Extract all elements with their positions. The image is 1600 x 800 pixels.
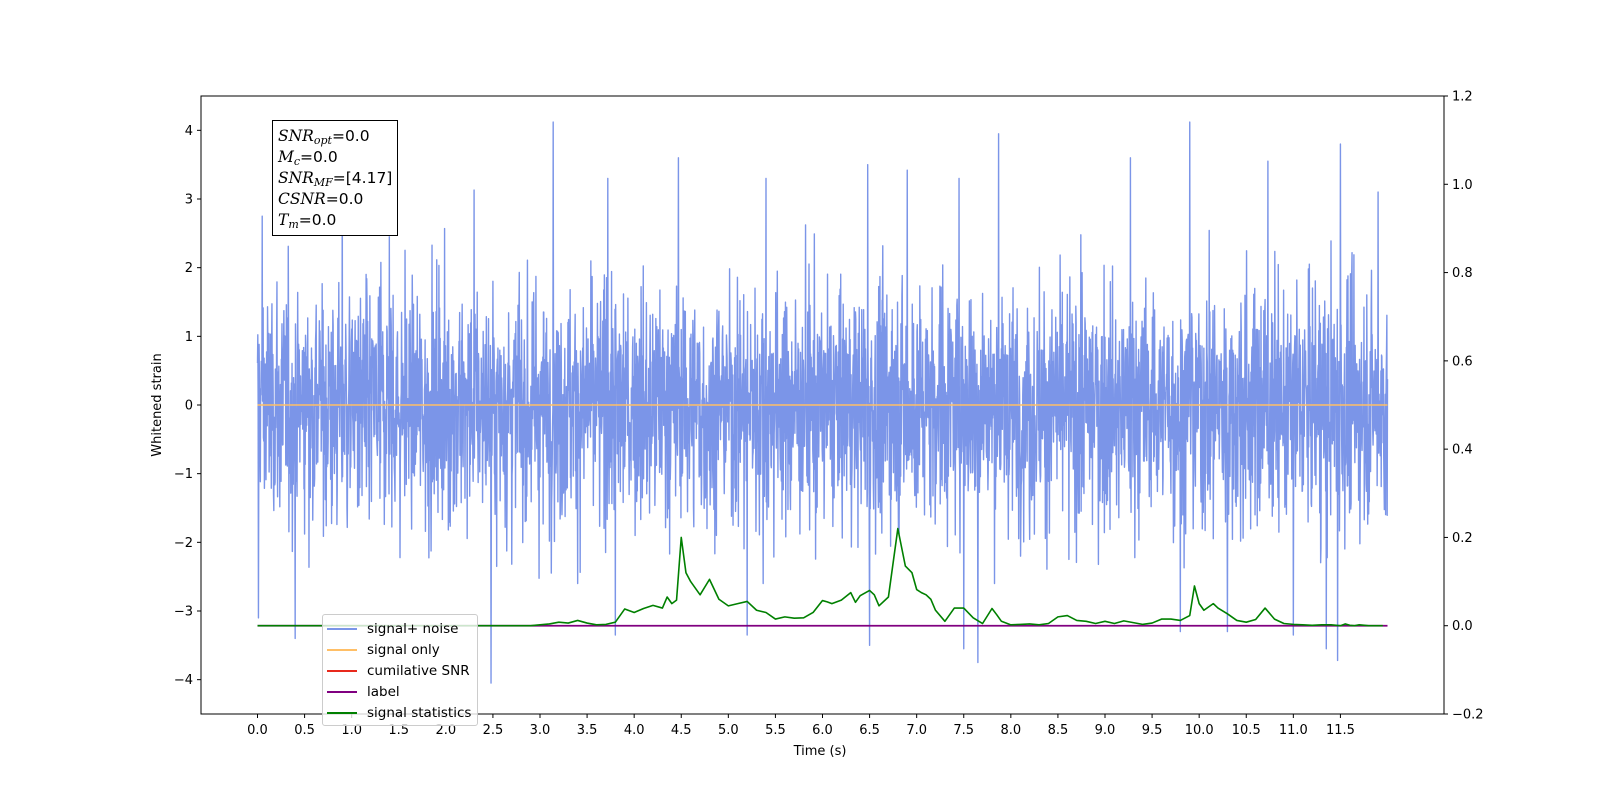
legend-entry: signal statistics	[323, 702, 477, 723]
series-signal-noise-line	[256, 121, 1389, 684]
y2-tick-label: 0.8	[1452, 266, 1473, 281]
legend-label: signal+ noise	[367, 620, 459, 637]
y-tick-label: −4	[174, 673, 193, 688]
y2-tick-label: −0.2	[1452, 708, 1484, 723]
y-tick-label: 0	[185, 399, 193, 414]
x-tick-label: 4.5	[671, 723, 692, 738]
legend-entry: label	[323, 681, 477, 702]
x-tick-label: 8.0	[1000, 723, 1021, 738]
x-tick-label: 3.0	[530, 723, 551, 738]
y2-tick-label: 1.0	[1452, 178, 1473, 193]
stats-line: Tm=0.0	[278, 210, 392, 231]
stats-subscript: m	[288, 218, 299, 231]
x-tick-label: 10.5	[1232, 723, 1261, 738]
stats-value: =0.0	[300, 148, 338, 166]
x-tick-label: 1.5	[388, 723, 409, 738]
legend-swatch	[327, 690, 357, 693]
stats-line: SNRMF=[4.17]	[278, 168, 392, 189]
stats-line: CSNR=0.0	[278, 189, 392, 210]
stats-variable: M	[278, 148, 294, 166]
legend-entry: signal only	[323, 639, 477, 660]
x-tick-label: 9.5	[1142, 723, 1163, 738]
stats-annotation-box: SNRopt=0.0 Mc=0.0 SNRMF=[4.17] CSNR=0.0 Tm=0…	[272, 120, 399, 236]
y-axis-right: −0.2 0.0 0.2 0.4 0.6 0.8 1.0 1.2	[1444, 90, 1484, 723]
y-tick-label: 2	[185, 261, 193, 276]
x-tick-label: 7.5	[953, 723, 974, 738]
stats-value: =0.0	[325, 190, 364, 208]
x-axis-label: Time (s)	[793, 744, 847, 759]
stats-variable: T	[278, 211, 289, 229]
x-tick-label: 2.0	[435, 723, 456, 738]
x-axis: 0.0 0.5 1.0 1.5 2.0 2.5 3.0 3.5 4.0 4.5 5.0 5.5 6.0 6…	[247, 714, 1355, 738]
x-tick-label: 10.0	[1185, 723, 1214, 738]
x-tick-label: 3.5	[577, 723, 598, 738]
legend-swatch	[327, 669, 357, 672]
stats-variable: CSNR	[278, 190, 326, 208]
legend-swatch	[327, 627, 357, 630]
legend-swatch	[327, 648, 357, 651]
x-tick-label: 1.0	[341, 723, 362, 738]
y2-tick-label: 0.0	[1452, 619, 1473, 634]
y-tick-label: −3	[174, 605, 193, 620]
y2-tick-label: 0.4	[1452, 443, 1473, 458]
y2-tick-label: 1.2	[1452, 90, 1473, 105]
x-tick-label: 7.0	[906, 723, 927, 738]
y-tick-label: −1	[174, 467, 193, 482]
legend-label: cumilative SNR	[367, 662, 470, 679]
stats-value: =[4.17]	[332, 169, 393, 187]
stats-line: Mc=0.0	[278, 147, 392, 168]
x-tick-label: 0.5	[294, 723, 315, 738]
stats-subscript: MF	[313, 176, 333, 189]
x-tick-label: 5.0	[718, 723, 739, 738]
y-axis-left: −4 −3 −2 −1 0 1 2 3 4	[174, 124, 201, 688]
stats-subscript: opt	[313, 134, 332, 147]
x-tick-label: 9.0	[1095, 723, 1116, 738]
y-axis-label: Whitened strain	[150, 353, 165, 456]
legend-label: label	[367, 683, 400, 700]
x-tick-label: 11.5	[1326, 723, 1355, 738]
legend-swatch	[327, 711, 357, 714]
x-tick-label: 2.5	[483, 723, 504, 738]
y2-tick-label: 0.2	[1452, 531, 1473, 546]
y-tick-label: 3	[185, 193, 193, 208]
y2-tick-label: 0.6	[1452, 354, 1473, 369]
x-tick-label: 8.5	[1048, 723, 1069, 738]
series-signal-statistics-line	[257, 527, 1383, 627]
stats-variable: SNR	[278, 169, 314, 187]
x-tick-label: 6.0	[812, 723, 833, 738]
stats-value: =0.0	[298, 211, 337, 229]
legend-entry: signal+ noise	[323, 618, 477, 639]
stats-value: =0.0	[331, 127, 370, 145]
stats-variable: SNR	[278, 127, 314, 145]
legend-label: signal statistics	[367, 704, 472, 721]
x-tick-label: 5.5	[765, 723, 786, 738]
legend-entry: cumilative SNR	[323, 660, 477, 681]
x-tick-label: 0.0	[247, 723, 268, 738]
y-tick-label: 1	[185, 330, 193, 345]
legend-label: signal only	[367, 641, 440, 658]
x-tick-label: 11.0	[1279, 723, 1308, 738]
stats-line: SNRopt=0.0	[278, 126, 392, 147]
stats-subscript: c	[293, 155, 301, 168]
y-tick-label: 4	[185, 124, 193, 139]
legend: signal+ noise signal only cumilative SNR la…	[322, 614, 478, 726]
x-tick-label: 4.0	[624, 723, 645, 738]
x-tick-label: 6.5	[859, 723, 880, 738]
y-tick-label: −2	[174, 536, 193, 551]
